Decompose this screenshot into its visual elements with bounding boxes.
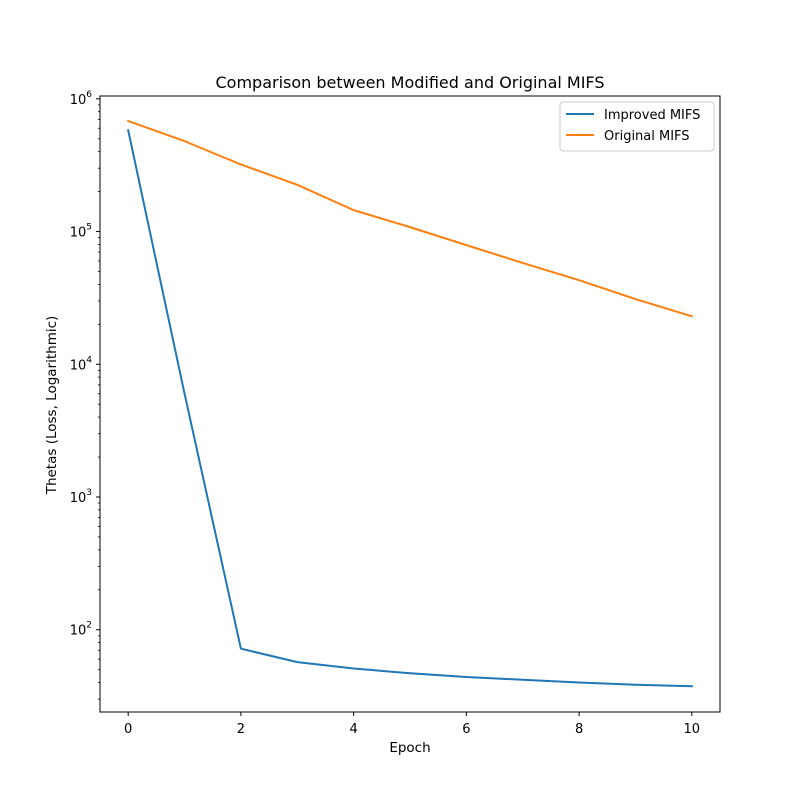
legend-label: Original MIFS	[604, 129, 690, 144]
plot-area	[126, 119, 694, 688]
chart-title: Comparison between Modified and Original…	[216, 73, 605, 92]
x-tick-label: 2	[237, 722, 245, 737]
x-tick-label: 0	[124, 722, 132, 737]
legend-label: Improved MIFS	[604, 108, 700, 123]
x-tick-label: 4	[349, 722, 357, 737]
x-tick-label: 6	[462, 722, 470, 737]
x-axis-label: Epoch	[389, 740, 430, 756]
axes: 0 2 4 6 8 10 102 103 104 105 106	[70, 90, 721, 737]
legend-box	[559, 101, 715, 152]
y-tick-label: 102	[70, 621, 92, 639]
x-tick-label: 8	[575, 722, 583, 737]
y-tick-label: 103	[70, 488, 92, 506]
series-line-original	[126, 119, 694, 318]
legend: Improved MIFS Original MIFS	[559, 101, 715, 152]
series-line-improved	[126, 129, 693, 688]
y-tick-label: 106	[70, 90, 93, 108]
y-axis-label: Thetas (Loss, Logarithmic)	[44, 316, 60, 496]
plot-frame	[99, 95, 721, 713]
y-tick-label: 104	[70, 355, 93, 373]
y-tick-label: 105	[70, 223, 92, 241]
x-tick-label: 10	[684, 722, 701, 737]
